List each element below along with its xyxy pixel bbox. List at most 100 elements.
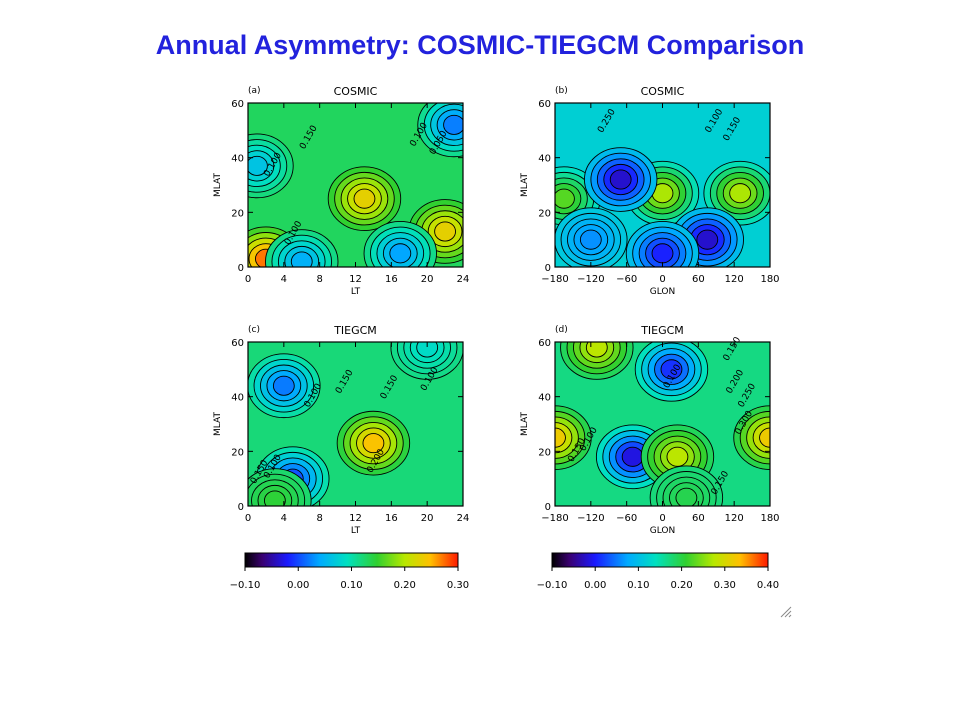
panels-group: 0 4 8 12 16 20 240204060LTMLATCOSMIC(a)0.1500.… [213, 85, 780, 536]
x-tick-label: −180 [541, 274, 568, 285]
y-tick-label: 60 [231, 338, 244, 349]
x-tick-label: 0 [659, 274, 665, 285]
colorbar-label: 0.00 [584, 580, 606, 591]
contour-ring [434, 221, 456, 242]
contour-ring [389, 243, 412, 264]
contour-ring [290, 251, 313, 267]
y-tick-label: 20 [538, 447, 551, 458]
colorbar-label: 0.10 [340, 580, 362, 591]
colorbar-label: −0.10 [230, 580, 261, 591]
colorbar-label: 0.20 [670, 580, 692, 591]
x-tick-label: 24 [457, 513, 470, 524]
y-axis-title: MLAT [213, 412, 223, 436]
x-tick-label: 120 [725, 513, 744, 524]
contour-field [248, 103, 463, 267]
contour-field [555, 103, 770, 267]
contour-ring [272, 375, 295, 396]
y-tick-label: 0 [238, 263, 244, 274]
colorbar-gradient [551, 552, 769, 568]
colorbar-1: −0.10 0.00 0.10 0.20 0.30 [230, 552, 469, 591]
x-tick-label: 0 [245, 274, 251, 285]
x-tick-label: 120 [725, 274, 744, 285]
chart-panel-c: 0 4 8 12 16 20 240204060LTMLATTIEGCM(c)0.1000.… [213, 324, 470, 536]
contour-ring [660, 359, 683, 380]
contour-ring [666, 446, 689, 467]
y-tick-label: 40 [231, 154, 244, 165]
x-tick-label: 180 [760, 513, 779, 524]
chart-panel-d: −180 −120 −60 0 60 120 180 0 20 40 60 GLON MLAT TIEGC… [520, 324, 780, 536]
contour-ring [696, 229, 719, 250]
colorbar-label: 0.40 [757, 580, 779, 591]
x-tick-label: 8 [316, 513, 322, 524]
x-axis-title: LT [351, 526, 361, 536]
y-axis-title: MLAT [213, 173, 223, 197]
y-tick-label: 60 [231, 99, 244, 110]
x-axis-title: GLON [650, 287, 675, 297]
panel-letter: (a) [248, 86, 261, 96]
x-tick-label: 16 [385, 513, 398, 524]
contour-ring [248, 155, 268, 176]
contour-field [248, 342, 463, 506]
contour-ring [443, 114, 463, 135]
x-tick-label: −120 [577, 513, 604, 524]
x-axis-title: LT [351, 287, 361, 297]
contour-ring [555, 427, 566, 448]
y-tick-label: 60 [538, 99, 551, 110]
contour-ring [609, 169, 632, 190]
x-tick-label: 12 [349, 274, 362, 285]
y-tick-label: 0 [545, 263, 551, 274]
x-tick-label: 180 [760, 274, 779, 285]
contour-ring [729, 183, 752, 204]
y-tick-label: 20 [538, 208, 551, 219]
colorbar-2: −0.10 0.00 0.10 0.20 0.30 0.40 [537, 552, 779, 591]
x-tick-label: 24 [457, 274, 470, 285]
colorbar-label: 0.30 [447, 580, 469, 591]
contour-ring [353, 188, 376, 209]
y-axis-title: MLAT [520, 412, 530, 436]
contour-ring [621, 446, 644, 467]
x-tick-label: 0 [245, 513, 251, 524]
y-tick-label: 20 [231, 447, 244, 458]
x-tick-label: 0 [659, 513, 665, 524]
x-tick-label: 20 [421, 513, 434, 524]
x-tick-label: −60 [616, 274, 637, 285]
colorbar-label: 0.00 [287, 580, 309, 591]
x-tick-label: −180 [541, 513, 568, 524]
contour-field [555, 342, 770, 506]
x-tick-label: 4 [281, 274, 287, 285]
y-tick-label: 60 [538, 338, 551, 349]
colorbar-label: 0.30 [714, 580, 736, 591]
x-tick-label: 12 [349, 513, 362, 524]
panel-title: COSMIC [641, 85, 685, 98]
x-axis-title: GLON [650, 526, 675, 536]
contour-ring [263, 490, 286, 506]
colorbar-label: 0.10 [627, 580, 649, 591]
chart-panel-a: 0 4 8 12 16 20 240204060LTMLATCOSMIC(a)0.1500.… [213, 85, 470, 297]
x-tick-label: 8 [316, 274, 322, 285]
panel-title: TIEGCM [333, 324, 377, 337]
contour-ring [651, 243, 674, 264]
x-tick-label: −120 [577, 274, 604, 285]
y-tick-label: 40 [538, 154, 551, 165]
contour-ring [675, 487, 698, 506]
colorbar-label: −0.10 [537, 580, 568, 591]
x-tick-label: 20 [421, 274, 434, 285]
y-tick-label: 20 [231, 208, 244, 219]
contour-ring [555, 188, 575, 209]
colorbar-gradient [244, 552, 459, 568]
y-axis-title: MLAT [520, 173, 530, 197]
panel-title: COSMIC [334, 85, 378, 98]
slide-title: Annual Asymmetry: COSMIC-TIEGCM Comparis… [155, 30, 805, 60]
contour-ring [585, 342, 608, 358]
panel-letter: (c) [248, 325, 260, 335]
x-tick-label: 16 [385, 274, 398, 285]
x-tick-label: −60 [616, 513, 637, 524]
x-tick-label: 60 [692, 513, 705, 524]
x-tick-label: 4 [281, 513, 287, 524]
panel-letter: (b) [555, 86, 568, 96]
y-tick-label: 0 [238, 502, 244, 513]
colorbars-group: −0.10 0.00 0.10 0.20 0.30 −0.10 0.00 0.10 0.20 0.… [230, 552, 779, 591]
panel-letter: (d) [555, 325, 568, 335]
resize-grip-icon [780, 606, 792, 618]
